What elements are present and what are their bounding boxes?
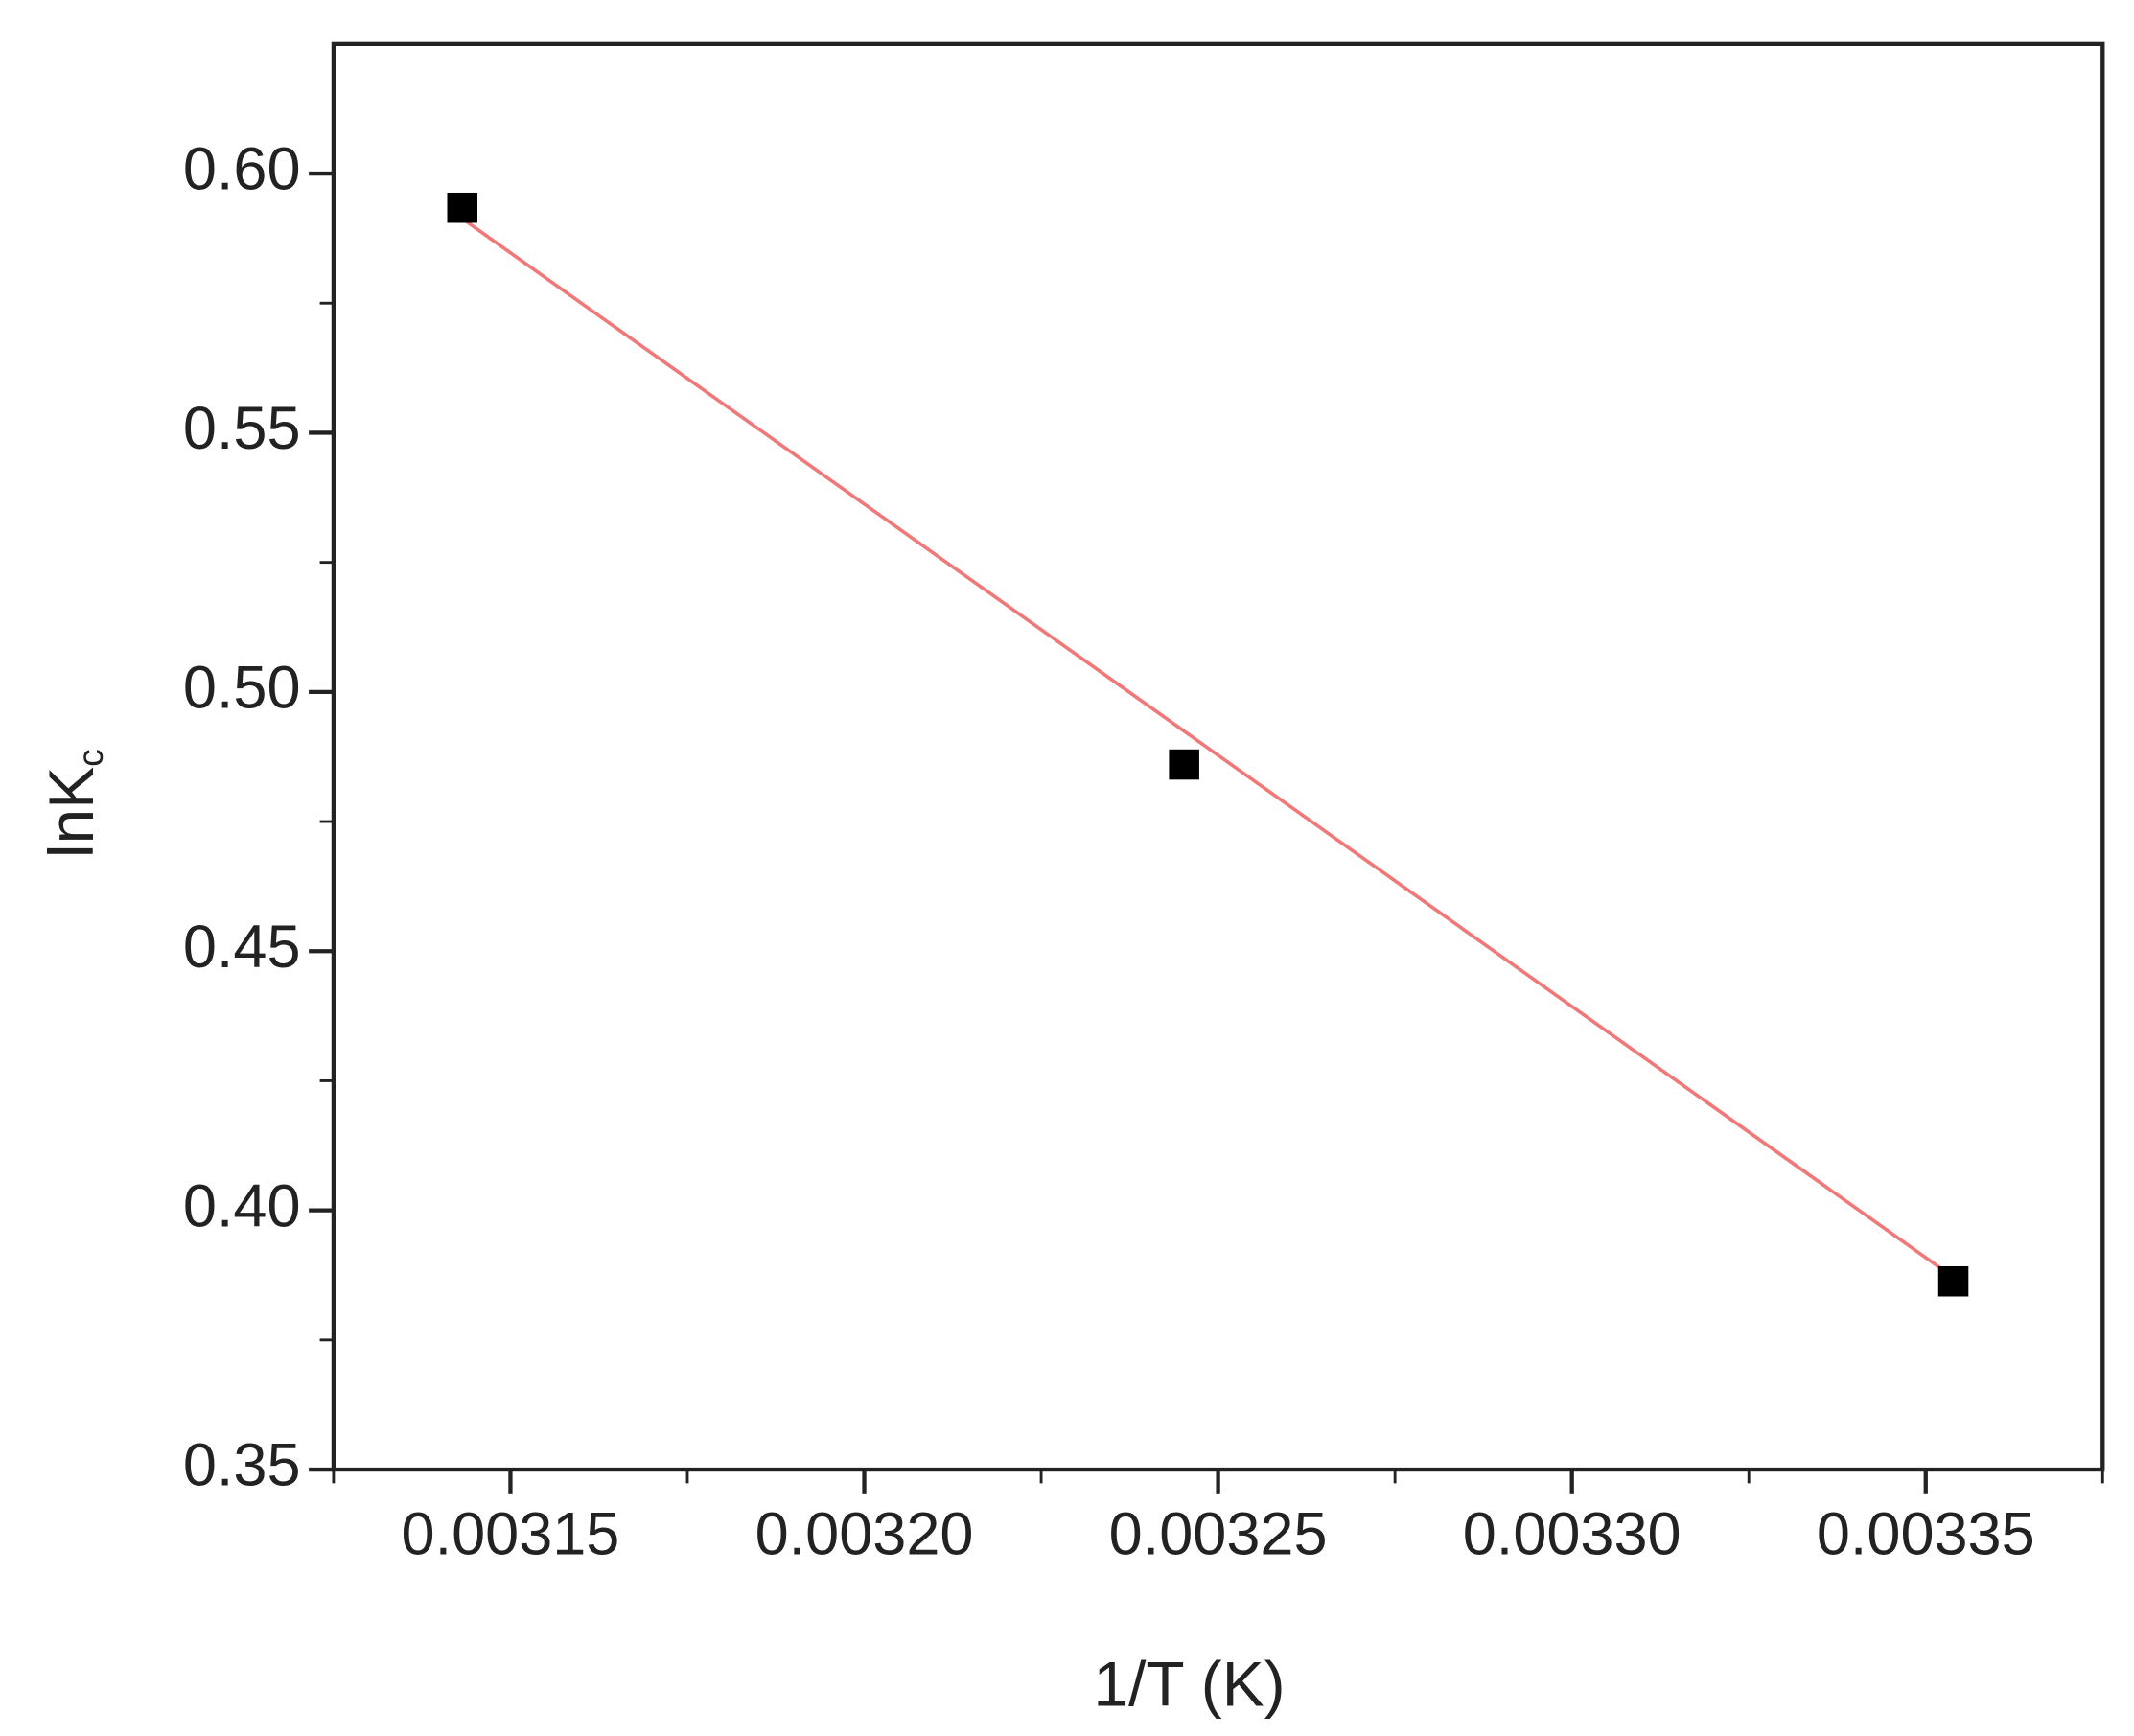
y-axis-label-main: lnK <box>35 767 106 858</box>
scatter-point <box>1169 749 1199 780</box>
scatter-point <box>447 192 478 223</box>
x-tick-label: 0.00320 <box>755 1500 974 1567</box>
y-tick-label: 0.60 <box>183 136 301 203</box>
x-tick-label: 0.00335 <box>1817 1500 2035 1567</box>
y-tick-label: 0.50 <box>183 655 301 722</box>
y-tick-label: 0.55 <box>183 395 301 462</box>
x-axis-label: 1/T (K) <box>1093 1649 1285 1720</box>
x-tick-label: 0.00325 <box>1109 1500 1328 1567</box>
y-tick-label: 0.40 <box>183 1172 301 1239</box>
x-tick-label: 0.00315 <box>402 1500 620 1567</box>
y-tick-label: 0.35 <box>183 1432 301 1499</box>
y-axis-label-subscript: c <box>70 749 110 767</box>
fit-line <box>461 217 1955 1279</box>
y-axis-label: lnKc <box>35 749 110 858</box>
x-tick-label: 0.00330 <box>1463 1500 1682 1567</box>
scatter-point <box>1937 1265 1969 1297</box>
y-tick-label: 0.45 <box>183 914 301 981</box>
